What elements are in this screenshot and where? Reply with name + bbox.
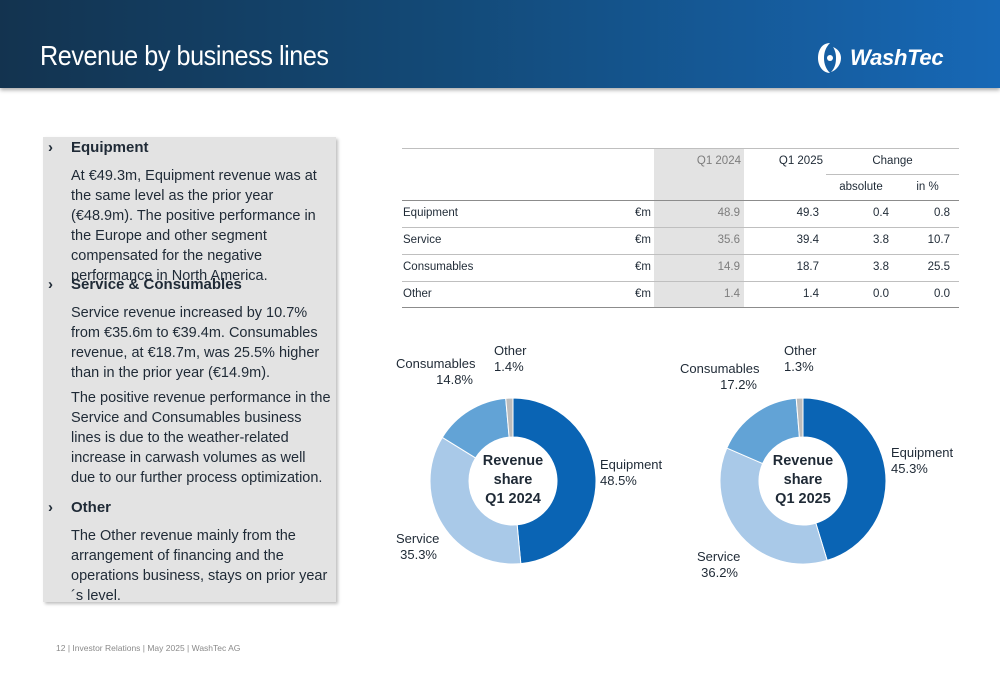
donut-chart-q1-2024 bbox=[429, 397, 597, 565]
commentary-panel: › Equipment At €49.3m, Equipment revenue… bbox=[43, 137, 336, 604]
cell-absolute: 3.8 bbox=[873, 234, 889, 246]
slice-label-other: Other 1.3% bbox=[784, 343, 817, 375]
cell-pct: 0.0 bbox=[934, 288, 950, 300]
cell-absolute: 0.0 bbox=[873, 288, 889, 300]
cell-pct: 10.7 bbox=[927, 234, 950, 246]
center-title-line: Q1 2024 bbox=[485, 491, 541, 507]
col-header-absolute: absolute bbox=[839, 181, 883, 193]
col-header-q1-2024: Q1 2024 bbox=[696, 155, 741, 167]
footer-text: 12 | Investor Relations | May 2025 | Was… bbox=[56, 643, 241, 653]
donut-chart-q1-2025 bbox=[719, 397, 887, 565]
donut-slice-equipment bbox=[802, 397, 887, 562]
slice-value: 35.3% bbox=[400, 547, 437, 562]
donut-slice-service bbox=[719, 447, 828, 565]
center-title-line: share bbox=[783, 472, 823, 488]
row-unit: €m bbox=[635, 207, 651, 219]
slice-value: 14.8% bbox=[436, 372, 473, 387]
slice-label-consumables: Consumables 14.8% bbox=[396, 356, 476, 388]
cell-pct: 0.8 bbox=[934, 207, 950, 219]
cell-absolute: 0.4 bbox=[873, 207, 889, 219]
center-title-line: Q1 2025 bbox=[775, 491, 831, 507]
section-heading: Other bbox=[71, 499, 112, 516]
section-heading: Equipment bbox=[71, 139, 149, 156]
slice-name: Consumables bbox=[680, 361, 760, 376]
cell-q1-2025: 39.4 bbox=[796, 234, 819, 246]
washtec-logo: WashTec bbox=[816, 40, 944, 76]
section-paragraph: The Other revenue mainly from the arrang… bbox=[71, 528, 328, 604]
section-paragraph: Service revenue increased by 10.7% from … bbox=[71, 305, 320, 381]
cell-q1-2025: 18.7 bbox=[796, 261, 819, 273]
row-label: Other bbox=[403, 288, 432, 300]
slice-name: Consumables bbox=[396, 356, 476, 371]
slice-value: 36.2% bbox=[701, 565, 738, 580]
cell-absolute: 3.8 bbox=[873, 261, 889, 273]
row-unit: €m bbox=[635, 288, 651, 300]
section-paragraph: At €49.3m, Equipment revenue was at the … bbox=[71, 168, 317, 284]
table-rule bbox=[402, 148, 959, 149]
cell-q1-2024: 1.4 bbox=[724, 288, 740, 300]
slice-label-equipment: Equipment 48.5% bbox=[600, 457, 662, 489]
cell-q1-2025: 49.3 bbox=[796, 207, 819, 219]
table-rule bbox=[402, 307, 959, 308]
donut-slice-other bbox=[505, 397, 514, 438]
logo-wordmark: WashTec bbox=[850, 45, 944, 70]
col-header-q1-2025: Q1 2025 bbox=[778, 155, 823, 167]
donut-center-title: Revenue share Q1 2025 bbox=[758, 452, 848, 509]
row-unit: €m bbox=[635, 234, 651, 246]
slice-value: 45.3% bbox=[891, 461, 928, 476]
table-rule bbox=[402, 200, 959, 201]
row-label: Service bbox=[403, 234, 442, 246]
cell-pct: 25.5 bbox=[927, 261, 950, 273]
header-band: Revenue by business lines WashTec bbox=[0, 0, 1000, 88]
washtec-logo-icon bbox=[818, 43, 841, 73]
cell-q1-2024: 14.9 bbox=[717, 261, 740, 273]
slice-label-other: Other 1.4% bbox=[494, 343, 527, 375]
slice-label-service: Service 36.2% bbox=[697, 549, 741, 581]
table-rule bbox=[402, 281, 959, 282]
slice-value: 17.2% bbox=[720, 377, 757, 392]
center-title-line: share bbox=[493, 472, 533, 488]
section-paragraph: The positive revenue performance in the … bbox=[71, 390, 331, 486]
center-title-line: Revenue bbox=[772, 453, 834, 469]
table-prior-year-shading bbox=[654, 148, 744, 308]
slice-name: Service bbox=[396, 531, 440, 546]
slice-name: Other bbox=[784, 343, 817, 358]
slice-value: 1.3% bbox=[784, 359, 814, 374]
cell-q1-2024: 35.6 bbox=[717, 234, 740, 246]
donut-center-title: Revenue share Q1 2024 bbox=[468, 452, 558, 509]
slice-value: 48.5% bbox=[600, 473, 637, 488]
slice-label-equipment: Equipment 45.3% bbox=[891, 445, 953, 477]
slice-label-service: Service 35.3% bbox=[396, 531, 440, 563]
slice-value: 1.4% bbox=[494, 359, 524, 374]
chevron-right-icon: › bbox=[48, 499, 53, 516]
col-header-pct: in % bbox=[916, 181, 939, 193]
donut-slice-equipment bbox=[512, 397, 597, 565]
cell-q1-2025: 1.4 bbox=[803, 288, 819, 300]
slice-name: Other bbox=[494, 343, 527, 358]
center-title-line: Revenue bbox=[482, 453, 544, 469]
donut-slice-other bbox=[795, 397, 804, 438]
chevron-right-icon: › bbox=[48, 139, 53, 156]
row-label: Consumables bbox=[403, 261, 474, 273]
slice-label-consumables: Consumables 17.2% bbox=[680, 361, 760, 393]
table-rule bbox=[826, 174, 959, 175]
table-rule bbox=[402, 254, 959, 255]
slice-name: Service bbox=[697, 549, 741, 564]
donut-slice-service bbox=[429, 436, 522, 565]
chevron-right-icon: › bbox=[48, 276, 53, 293]
table-rule bbox=[402, 227, 959, 228]
row-label: Equipment bbox=[403, 207, 458, 219]
slice-name: Equipment bbox=[600, 457, 663, 472]
cell-q1-2024: 48.9 bbox=[717, 207, 740, 219]
page-title: Revenue by business lines bbox=[40, 40, 329, 71]
col-header-change: Change bbox=[872, 155, 913, 167]
section-heading: Service & Consumables bbox=[71, 276, 242, 293]
row-unit: €m bbox=[635, 261, 651, 273]
slice-name: Equipment bbox=[891, 445, 954, 460]
